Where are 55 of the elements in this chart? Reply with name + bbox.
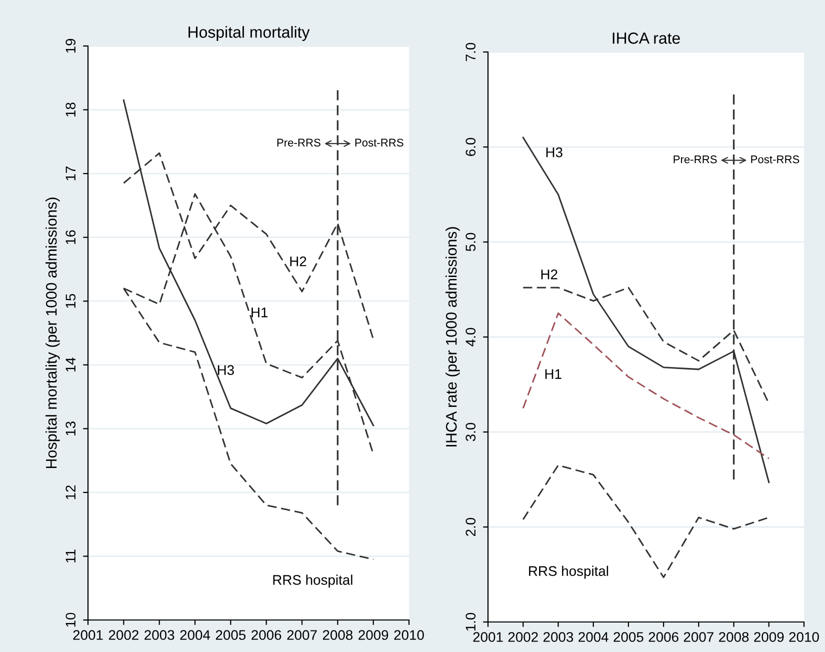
text: RRS hospital [529,566,608,579]
x-tick-label: 2006 [648,632,678,642]
y-tick-label: 18 [66,102,76,116]
x-tick-label: 2007 [684,632,714,642]
series-label: H1 [252,308,268,318]
y-tick-label: 11 [66,550,76,562]
annotation: Pre-RRS [674,155,717,164]
y-tick-label: 14 [66,358,76,372]
x-tick-label: 2005 [216,630,246,640]
x-tick-label: 2007 [287,630,317,640]
line-series [522,312,770,460]
y-tick-label: 5.0 [466,232,476,252]
chart-title: IHCA rate [612,32,680,44]
y-tick-label: 15 [66,294,76,308]
x-tick-label: 2008 [719,632,749,642]
y-tick-label: 7.0 [466,42,476,61]
y-axis-title: Hospital mortality (per 1000 admissions) [46,198,60,468]
x-tick-label: 2003 [543,632,574,642]
y-tick-label: 10 [66,612,76,627]
y-tick-label: 3.0 [466,422,476,442]
series-label: H3 [218,365,234,375]
x-tick-label: 2009 [754,632,784,642]
x-tick-label: 2002 [108,630,138,640]
line-series [522,464,770,578]
series-label: H2 [290,256,306,266]
annotation: Post-RRS [751,155,800,164]
x-tick-label: 2005 [614,632,644,642]
series-label: H3 [546,147,562,158]
series-label: H1 [545,369,562,379]
y-axis-title: IHCA rate (per 1000 admissions) [446,227,460,446]
series-label: H2 [541,269,558,280]
y-tick-label: 19 [66,38,76,53]
x-tick-label: 2008 [322,630,353,640]
x-tick-label: 2010 [394,630,424,640]
series-label: RRS hospital [273,574,352,588]
x-tick-label: 2004 [180,630,210,640]
y-tick-label: 17 [66,166,76,180]
annotation: Post-RRS [355,138,404,147]
x-tick-label: 2009 [358,630,388,640]
x-tick-label: 2001 [73,630,103,640]
y-tick-label: 4.0 [466,328,476,346]
x-tick-label: 2002 [508,632,538,642]
y-tick-label: 1.0 [466,612,476,631]
y-tick-label: 6.0 [466,138,476,156]
y-tick-label: 12 [66,485,76,500]
y-tick-label: 2.0 [466,518,476,536]
y-tick-label: 16 [66,230,76,244]
chart-title: Hospital mortality [188,26,310,41]
x-tick-label: 2006 [252,630,282,640]
x-tick-label: 2004 [578,632,608,642]
x-tick-label: 2010 [789,632,819,642]
y-tick-label: 13 [66,422,76,436]
x-tick-label: 2003 [144,630,174,640]
x-tick-label: 2001 [473,632,503,642]
annotation: Pre-RRS [277,138,320,147]
